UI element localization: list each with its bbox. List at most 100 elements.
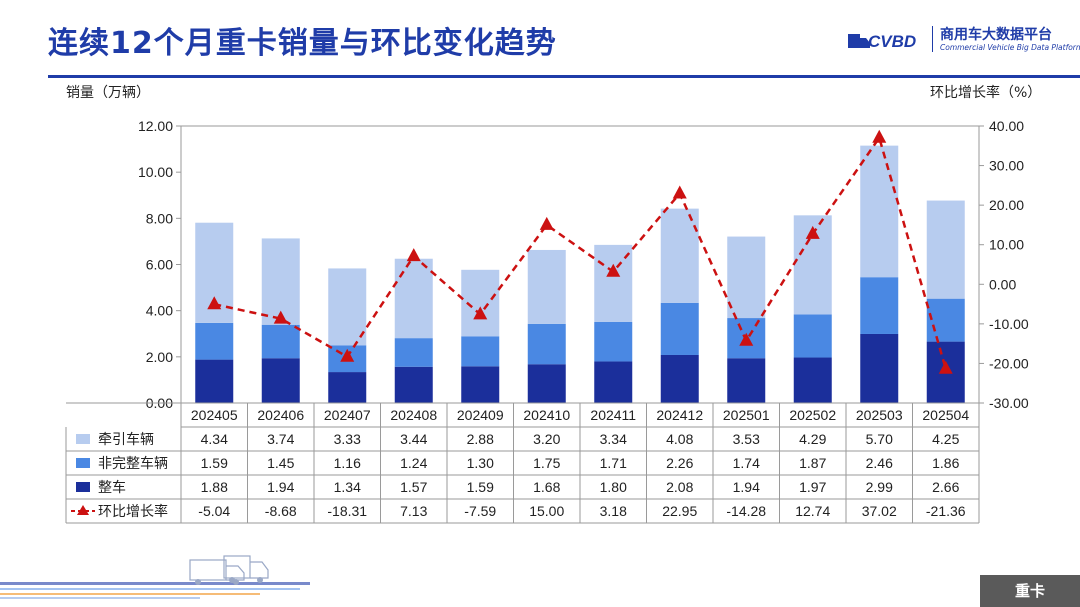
- bar-incomplete: [860, 277, 899, 334]
- bar-complete: [195, 359, 234, 403]
- bar-tractor: [926, 200, 965, 299]
- mom-point: [406, 248, 421, 262]
- logo-name: 商用车大数据平台: [940, 27, 1052, 43]
- left-tick-label: 10.00: [138, 164, 173, 180]
- table-value-incomplete: 1.24: [400, 455, 427, 471]
- left-tick-label: 2.00: [146, 349, 173, 365]
- bar-incomplete: [793, 314, 832, 358]
- category-label: 202406: [257, 407, 304, 423]
- legend-label-tractor: 牵引车辆: [98, 431, 154, 447]
- bar-complete: [860, 333, 899, 403]
- table-value-complete: 1.80: [600, 479, 627, 495]
- title-underline: [48, 75, 1080, 78]
- table-value-tractor: 3.20: [533, 431, 560, 447]
- table-value-incomplete: 1.59: [201, 455, 228, 471]
- right-tick-label: 30.00: [989, 158, 1024, 174]
- table-value-mom: -7.59: [464, 503, 496, 519]
- bar-tractor: [328, 268, 367, 346]
- table-value-incomplete: 1.71: [600, 455, 627, 471]
- bar-complete: [660, 354, 699, 403]
- plot-area-frame: [180, 125, 980, 404]
- table-value-complete: 1.57: [400, 479, 427, 495]
- table-value-incomplete: 1.86: [932, 455, 959, 471]
- category-label: 202405: [191, 407, 238, 423]
- mom-point: [672, 185, 687, 199]
- table-value-mom: -21.36: [926, 503, 966, 519]
- mom-line: [213, 134, 947, 370]
- category-tag: 重卡: [980, 575, 1080, 607]
- category-label: 202408: [390, 407, 437, 423]
- legend-swatch-tractor: [76, 434, 90, 444]
- table-value-tractor: 4.29: [799, 431, 826, 447]
- bar-incomplete: [261, 324, 300, 359]
- bar-complete: [394, 366, 433, 403]
- bar-complete: [328, 372, 367, 403]
- category-label: 202411: [590, 407, 636, 423]
- bar-tractor: [727, 236, 766, 319]
- table-value-mom: 12.74: [795, 503, 830, 519]
- right-tick-label: 0.00: [989, 276, 1016, 292]
- category-label: 202502: [789, 407, 836, 423]
- bar-incomplete: [926, 298, 965, 342]
- bar-tractor: [527, 249, 566, 324]
- mom-point: [606, 263, 621, 277]
- table-value-mom: 7.13: [400, 503, 427, 519]
- bar-complete: [727, 358, 766, 403]
- table-value-complete: 1.34: [334, 479, 361, 495]
- table-value-mom: 3.18: [600, 503, 627, 519]
- table-value-incomplete: 1.87: [799, 455, 826, 471]
- table-value-tractor: 4.25: [932, 431, 959, 447]
- table-value-complete: 1.59: [467, 479, 494, 495]
- table-value-mom: 37.02: [862, 503, 897, 519]
- table-value-tractor: 3.34: [600, 431, 627, 447]
- table-value-complete: 2.66: [932, 479, 959, 495]
- right-tick-label: 20.00: [989, 197, 1024, 213]
- logo-subtitle: Commercial Vehicle Big Data Platform: [940, 43, 1080, 52]
- bar-complete: [261, 358, 300, 403]
- category-label: 202504: [922, 407, 969, 423]
- svg-text:CVBD: CVBD: [868, 32, 916, 51]
- legend-label-complete: 整车: [98, 479, 126, 495]
- right-tick-label: 10.00: [989, 237, 1024, 253]
- bar-incomplete: [195, 322, 234, 360]
- table-value-mom: -14.28: [726, 503, 766, 519]
- table-value-complete: 1.97: [799, 479, 826, 495]
- bar-tractor: [860, 145, 899, 278]
- mom-point: [539, 216, 554, 230]
- bar-tractor: [394, 258, 433, 339]
- table-value-complete: 1.94: [267, 479, 294, 495]
- mom-point: [340, 348, 355, 362]
- table-value-complete: 2.08: [666, 479, 693, 495]
- category-label: 202503: [856, 407, 903, 423]
- left-tick-label: 12.00: [138, 118, 173, 134]
- legend-marker-mom: [77, 505, 89, 515]
- bar-incomplete: [394, 338, 433, 367]
- legend-label-incomplete: 非完整车辆: [98, 455, 168, 471]
- page-title: 连续12个月重卡销量与环比变化趋势: [48, 26, 557, 61]
- table-value-complete: 1.94: [733, 479, 760, 495]
- table-value-incomplete: 2.26: [666, 455, 693, 471]
- table-value-mom: -5.04: [198, 503, 230, 519]
- left-tick-label: 4.00: [146, 303, 173, 319]
- legend-swatch-complete: [76, 482, 90, 492]
- table-value-complete: 1.68: [533, 479, 560, 495]
- bar-tractor: [261, 238, 300, 325]
- logo-divider: [932, 26, 933, 52]
- category-label: 202407: [324, 407, 371, 423]
- table-value-incomplete: 1.45: [267, 455, 294, 471]
- table-value-incomplete: 2.46: [866, 455, 893, 471]
- bar-tractor: [660, 208, 699, 303]
- footer-trucks-graphic: [0, 555, 310, 599]
- table-value-incomplete: 1.16: [334, 455, 361, 471]
- table-value-tractor: 5.70: [866, 431, 893, 447]
- table-value-tractor: 3.33: [334, 431, 361, 447]
- bar-incomplete: [461, 336, 500, 367]
- category-label: 202501: [723, 407, 770, 423]
- truck-logo-icon: CVBD: [848, 32, 916, 51]
- left-tick-label: 6.00: [146, 257, 173, 273]
- table-value-tractor: 3.74: [267, 431, 294, 447]
- table-value-tractor: 4.08: [666, 431, 693, 447]
- table-value-tractor: 4.34: [201, 431, 228, 447]
- bar-complete: [793, 357, 832, 403]
